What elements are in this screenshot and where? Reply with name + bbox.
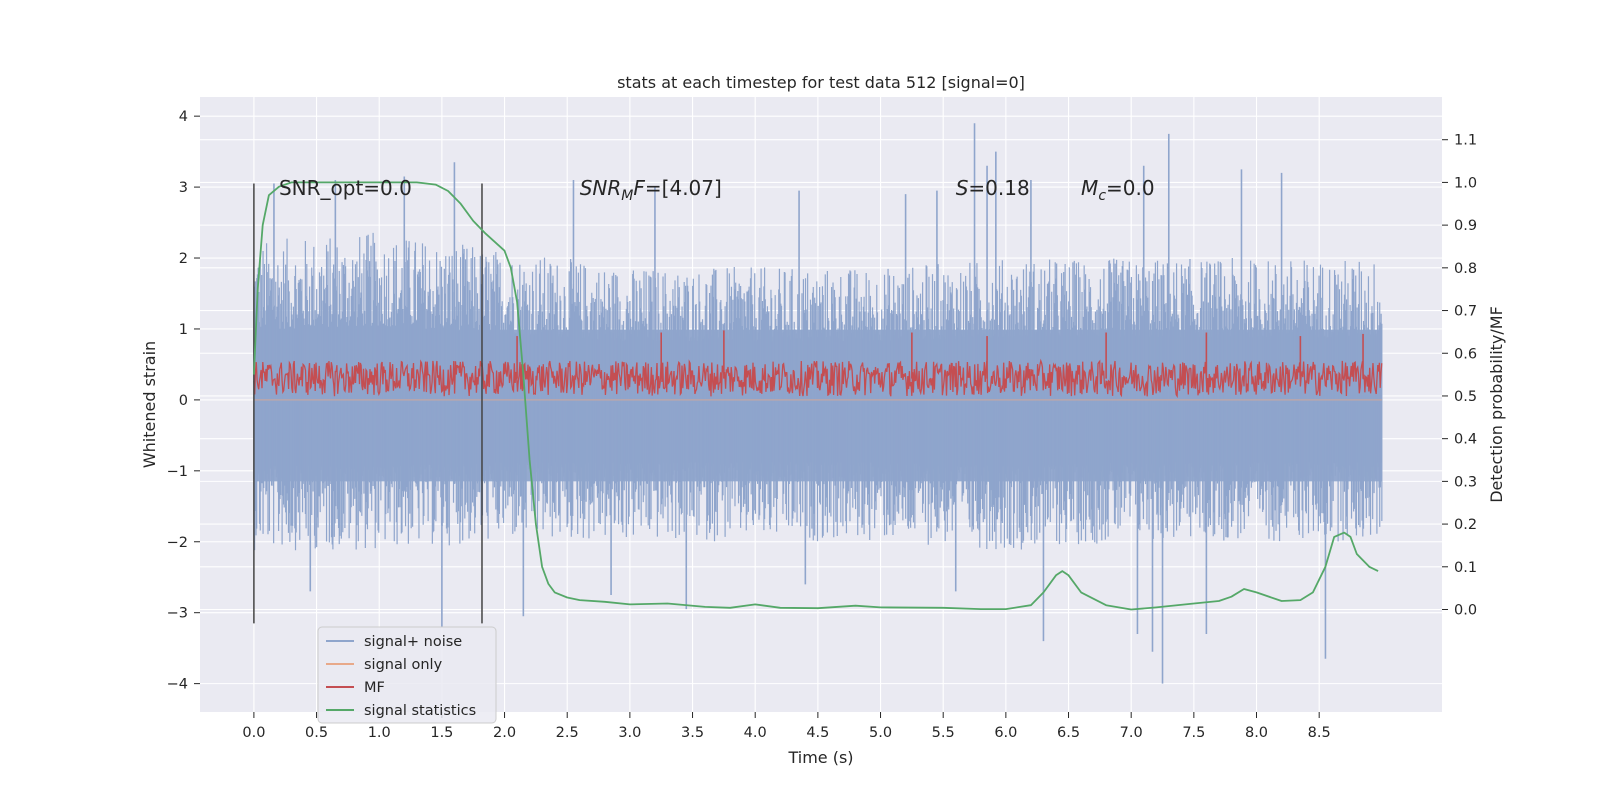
legend-label: MF [364,680,385,696]
y-axis-right: 0.0 0.1 0.2 0.3 0.4 0.5 0.6 0.7 0.8 0.9 1.0 1.1 [1442,133,1477,619]
chart-title: stats at each timestep for test data 512… [617,73,1025,92]
x-tick-label: 4.5 [806,725,829,741]
y-tick-label: −1 [167,464,188,480]
annotation-snr-mf-value: =[4.07] [645,176,722,200]
legend-label: signal statistics [364,703,476,719]
y-right-tick-label: 0.4 [1454,432,1477,448]
x-tick-label: 6.5 [1057,725,1080,741]
x-tick-label: 0.5 [305,725,328,741]
x-tick-label: 2.5 [556,725,579,741]
legend-label: signal+ noise [364,634,462,650]
vertical-markers [253,183,483,624]
annotation-snr-mf-tail: F [633,176,645,200]
y-tick-label: 2 [179,251,188,267]
y-right-tick-label: 1.0 [1454,175,1477,191]
x-tick-label: 2.0 [493,725,516,741]
x-tick-label: 7.5 [1182,725,1205,741]
y-axis-right-label: Detection probability/MF [1487,306,1506,503]
annotation-s-value: =0.18 [968,176,1029,200]
x-tick-label: 1.0 [368,725,391,741]
plot-content [253,123,1383,684]
y-right-tick-label: 0.0 [1454,603,1477,619]
x-tick-label: 3.5 [681,725,704,741]
annotation-mc-sub: c [1098,188,1106,204]
x-tick-label: 3.0 [618,725,641,741]
annotation-s-main: S [956,176,969,200]
y-tick-label: −3 [167,606,188,622]
x-axis-label: Time (s) [787,748,853,767]
y-right-tick-label: 0.1 [1454,560,1477,576]
x-tick-label: 8.0 [1245,725,1268,741]
annotation-mc-value: =0.0 [1106,176,1155,200]
signal-statistics-line [253,181,1379,611]
y-right-tick-label: 0.6 [1454,346,1477,362]
y-right-tick-label: 0.5 [1454,389,1477,405]
y-right-tick-label: 1.1 [1454,133,1477,149]
annotation-snr-mf-main: SNR [580,176,622,200]
legend: signal+ noise signal only MF signal statist… [317,626,497,724]
annotation-mc: Mc=0.0 [1081,176,1155,204]
x-tick-label: 5.5 [932,725,955,741]
x-tick-label: 5.0 [869,725,892,741]
series-mf [253,330,1383,399]
y-tick-label: 4 [179,109,188,125]
annotation-snr-opt: SNR_opt=0.0 [279,176,412,200]
y-right-tick-label: 0.7 [1454,304,1477,320]
mf-line [253,358,1383,399]
x-tick-label: 7.0 [1120,725,1143,741]
x-tick-label: 0.0 [242,725,265,741]
x-axis: 0.0 0.5 1.0 1.5 2.0 2.5 3.0 3.5 4.0 4.5 5.0 5.5 6.0 6… [242,712,1331,741]
y-axis-label: Whitened strain [140,341,159,468]
x-tick-label: 8.5 [1308,725,1331,741]
legend-box [317,626,497,724]
y-right-tick-label: 0.9 [1454,218,1477,234]
annotation-mc-main: M [1081,176,1098,200]
series-signal-statistics [253,181,1379,611]
y-tick-label: −4 [167,677,188,693]
y-right-tick-label: 0.8 [1454,261,1477,277]
y-tick-label: 0 [179,393,188,409]
y-tick-label: 1 [179,322,188,338]
y-right-tick-label: 0.2 [1454,517,1477,533]
y-axis-left: 4 3 2 1 0 −1 −2 −3 −4 [167,109,200,693]
x-tick-label: 6.0 [994,725,1017,741]
annotation-s: S=0.18 [956,176,1030,200]
legend-label: signal only [364,657,443,673]
annotation-snr-mf: SNRMF=[4.07] [580,176,722,204]
x-tick-label: 4.0 [744,725,767,741]
y-right-tick-label: 0.3 [1454,474,1477,490]
annotation-snr-mf-sub: M [621,188,633,204]
y-tick-label: 3 [179,180,188,196]
y-tick-label: −2 [167,535,188,551]
x-tick-label: 1.5 [430,725,453,741]
